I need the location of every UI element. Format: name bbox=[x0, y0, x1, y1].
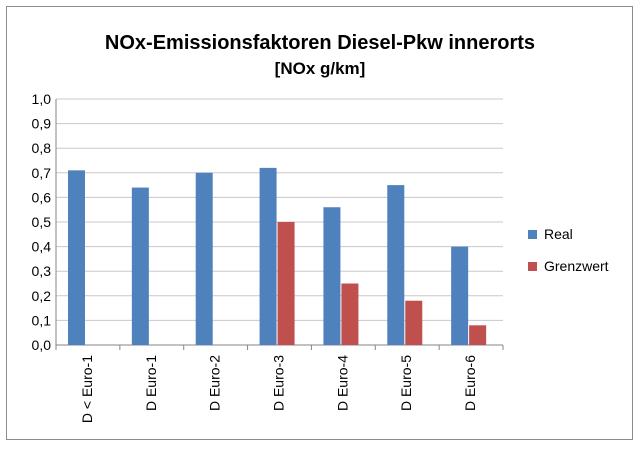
x-tick-label: D Euro-1 bbox=[143, 355, 159, 411]
legend-label-grenzwert: Grenzwert bbox=[544, 258, 609, 274]
x-tick-label: D Euro-2 bbox=[207, 355, 223, 411]
y-tick-labels: 0,0 0,1 0,2 0,3 0,4 0,5 0,6 0,7 0,8 0,9 1,0 bbox=[32, 91, 52, 353]
legend-swatch-grenzwert bbox=[528, 262, 537, 271]
x-tick-label: D Euro-6 bbox=[462, 355, 478, 411]
bar-grenzwert bbox=[341, 283, 359, 345]
bar-real bbox=[131, 187, 149, 345]
y-tick-label: 0,8 bbox=[32, 140, 52, 156]
legend-label-real: Real bbox=[544, 226, 573, 242]
y-tick-label: 0,9 bbox=[32, 116, 52, 132]
bar-real bbox=[259, 167, 277, 345]
x-tick-labels: D < Euro-1 D Euro-1 D Euro-2 D Euro-3 D Euro… bbox=[79, 355, 478, 423]
bars bbox=[68, 167, 487, 345]
y-tick-label: 0,4 bbox=[32, 239, 52, 255]
bar-grenzwert bbox=[277, 222, 295, 345]
legend: Real Grenzwert bbox=[528, 226, 609, 274]
y-tick-label: 0,0 bbox=[32, 337, 52, 353]
legend-swatch-real bbox=[528, 230, 537, 239]
y-tick-label: 0,6 bbox=[32, 189, 52, 205]
bar-real bbox=[323, 207, 341, 345]
x-tick-label: D Euro-5 bbox=[398, 355, 414, 411]
y-tick-label: 0,2 bbox=[32, 288, 52, 304]
y-tick-label: 0,3 bbox=[32, 263, 52, 279]
x-tick-label: D < Euro-1 bbox=[79, 355, 95, 423]
chart-title: NOx-Emissionsfaktoren Diesel-Pkw inneror… bbox=[105, 32, 535, 54]
bar-grenzwert bbox=[469, 325, 487, 345]
y-tick-label: 0,1 bbox=[32, 312, 52, 328]
chart-frame: NOx-Emissionsfaktoren Diesel-Pkw inneror… bbox=[6, 6, 633, 440]
x-tick-label: D Euro-4 bbox=[334, 355, 350, 411]
y-tick-label: 1,0 bbox=[32, 91, 52, 107]
bar-chart: NOx-Emissionsfaktoren Diesel-Pkw inneror… bbox=[32, 32, 609, 423]
x-tick-label: D Euro-3 bbox=[271, 355, 287, 411]
bar-real bbox=[68, 170, 85, 345]
bar-real bbox=[195, 172, 213, 345]
y-tick-label: 0,7 bbox=[32, 165, 52, 181]
bar-real bbox=[387, 185, 405, 345]
bar-grenzwert bbox=[405, 300, 423, 345]
chart-subtitle: [NOx g/km] bbox=[275, 59, 366, 78]
bar-real bbox=[451, 246, 469, 345]
y-tick-label: 0,5 bbox=[32, 214, 52, 230]
